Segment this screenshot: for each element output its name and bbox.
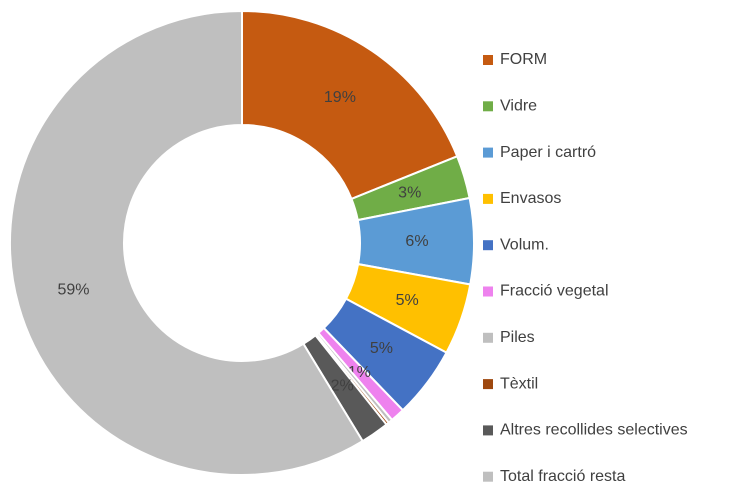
legend-label: FORM	[500, 51, 547, 68]
data-label: 59%	[57, 281, 89, 298]
legend-swatch	[483, 193, 493, 204]
slice	[9, 9, 365, 476]
legend-swatch	[483, 471, 493, 482]
legend-label: Paper i cartró	[500, 144, 596, 161]
legend-label: Fracció vegetal	[500, 283, 609, 300]
data-label: 3%	[398, 184, 421, 201]
legend-label: Altres recollides selectives	[500, 422, 688, 439]
data-label: 6%	[405, 233, 428, 250]
slice	[241, 9, 459, 201]
legend-swatch	[483, 379, 493, 390]
legend-label: Envasos	[500, 190, 561, 207]
legend-label: Tèxtil	[500, 375, 538, 392]
data-label: 2%	[331, 378, 354, 395]
data-label: 5%	[396, 292, 419, 309]
legend-label: Piles	[500, 329, 535, 346]
legend-swatch	[483, 286, 493, 297]
legend-label: Volum.	[500, 236, 549, 253]
data-label: 19%	[324, 89, 356, 106]
legend-swatch	[483, 332, 493, 343]
legend-label: Total fracció resta	[500, 468, 625, 484]
legend-swatch	[483, 55, 493, 65]
legend-swatch	[483, 240, 493, 251]
legend-swatch	[483, 101, 493, 112]
legend-swatch	[483, 147, 493, 158]
data-label: 5%	[370, 340, 393, 357]
legend-swatch	[483, 425, 493, 436]
legend-label: Vidre	[500, 98, 537, 115]
